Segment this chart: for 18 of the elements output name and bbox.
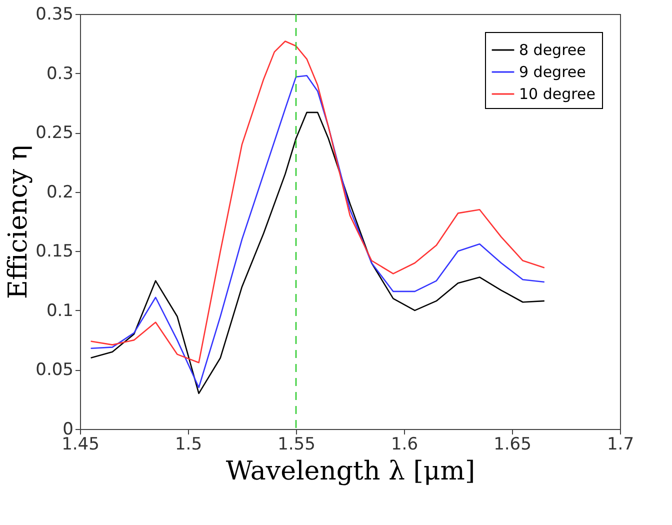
- legend-label: 10 degree: [519, 85, 596, 103]
- y-tick-label: 0.05: [36, 360, 74, 380]
- y-tick-label: 0.2: [46, 182, 74, 202]
- y-tick-label: 0.1: [46, 300, 74, 321]
- x-axis-title: Wavelength λ [μm]: [226, 456, 476, 486]
- legend-label: 8 degree: [519, 41, 586, 59]
- y-tick-label: 0.35: [36, 4, 74, 24]
- x-tick-label: 1.6: [390, 434, 418, 454]
- x-tick-label: 1.65: [494, 434, 532, 454]
- x-tick-label: 1.5: [174, 434, 202, 454]
- x-tick-label: 1.45: [62, 434, 100, 454]
- y-tick-label: 0.15: [36, 242, 74, 262]
- x-tick-label: 1.7: [606, 434, 634, 454]
- y-tick-label: 0.3: [46, 64, 74, 84]
- y-tick-label: 0.25: [36, 123, 74, 144]
- y-axis-title: Efficiency η: [4, 145, 34, 299]
- legend-label: 9 degree: [519, 63, 586, 81]
- x-tick-label: 1.55: [278, 434, 316, 454]
